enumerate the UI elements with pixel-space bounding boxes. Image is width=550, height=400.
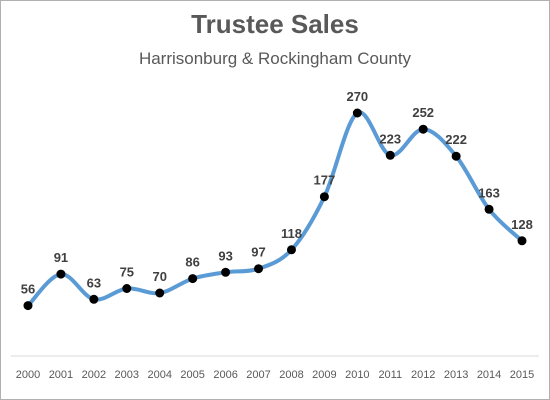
data-label-2007: 97 [251,245,265,260]
series-line [26,110,524,308]
data-point-2008 [286,245,296,255]
data-point-2010 [352,108,362,118]
data-label-2004: 70 [152,269,166,284]
x-tick-2006: 2006 [213,369,237,381]
data-point-2011 [385,150,395,160]
chart-title: Trustee Sales [191,9,359,39]
data-label-2010: 270 [346,89,368,104]
data-point-2002 [89,294,99,304]
data-label-2013: 222 [445,132,467,147]
data-label-2012: 252 [412,105,434,120]
x-tick-2015: 2015 [510,369,534,381]
data-label-2008: 118 [281,226,302,241]
data-label-2011: 223 [379,131,401,146]
x-tick-2013: 2013 [444,369,468,381]
data-label-2003: 75 [120,265,134,280]
data-point-2012 [418,124,428,134]
x-tick-2010: 2010 [345,369,369,381]
data-label-2006: 93 [218,248,232,263]
x-tick-2009: 2009 [312,369,336,381]
x-tick-2002: 2002 [82,369,106,381]
x-tick-2003: 2003 [115,369,139,381]
x-tick-2012: 2012 [411,369,435,381]
data-point-2007 [254,264,264,274]
data-point-2006 [221,267,231,277]
x-tick-2007: 2007 [246,369,270,381]
x-tick-2005: 2005 [180,369,204,381]
data-point-2004 [155,288,165,298]
x-tick-2001: 2001 [49,369,73,381]
x-tick-2014: 2014 [477,369,501,381]
chart-subtitle: Harrisonburg & Rockingham County [138,49,412,68]
data-label-2015: 128 [511,217,533,232]
data-point-2013 [451,151,461,161]
data-point-2000 [23,301,33,311]
data-point-2001 [56,269,66,279]
data-point-2015 [517,236,527,246]
x-tick-2004: 2004 [147,369,171,381]
data-point-2003 [122,284,132,293]
x-tick-2000: 2000 [16,369,40,381]
data-label-2000: 56 [21,282,35,297]
data-label-2002: 63 [87,275,101,290]
data-point-2014 [484,204,494,214]
x-tick-2008: 2008 [279,369,303,381]
data-markers [23,108,527,311]
data-label-2001: 91 [54,250,68,265]
data-label-2009: 177 [314,173,336,188]
data-point-2009 [319,192,329,202]
x-tick-2011: 2011 [378,369,402,381]
data-point-2005 [188,274,198,284]
data-labels: 56 91 63 75 70 86 93 97 118 177 270 223 252 222 163 128 [21,89,533,297]
data-label-2014: 163 [478,185,500,200]
x-axis-ticks: 2000 2001 2002 2003 2004 2005 2006 2007 2008 2009… [16,369,534,381]
data-label-2005: 86 [185,255,199,270]
